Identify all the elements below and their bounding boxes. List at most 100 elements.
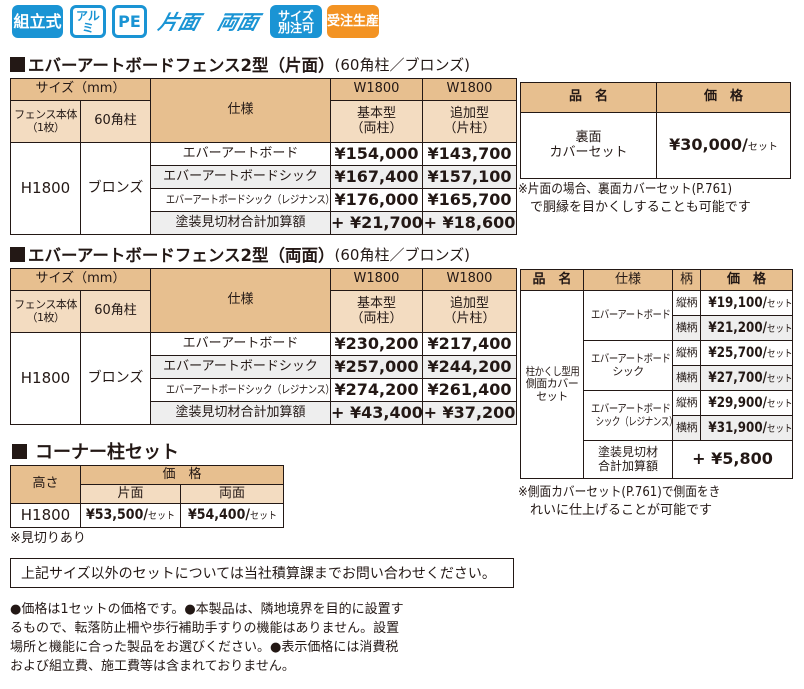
text: 追加型 [449, 105, 489, 121]
spec-header: 仕様 [150, 268, 331, 333]
table-row: H1800 ブロンズ エバーアートボード ¥230,200 ¥217,400 [10, 332, 517, 425]
unit: セット [766, 348, 793, 360]
price-header: 価 格 [700, 269, 793, 291]
spec-cell: エバーアートボードシック [583, 340, 673, 391]
text: 柱かくし型用 [525, 364, 580, 378]
text: セット [536, 389, 568, 403]
text: ¥29,900/ [708, 394, 767, 411]
pattern-header: 柄 [672, 269, 701, 291]
text: シック（レジナンス） [595, 414, 678, 428]
price-cell: ¥244,200 [422, 355, 517, 379]
spec-cell: エバーアートボードシック [150, 355, 331, 379]
price-cell: ¥54,400/セット [179, 503, 285, 528]
unit: セット [766, 423, 793, 435]
price-cell: ¥274,200 [330, 378, 423, 402]
unit: セット [249, 511, 277, 523]
corner-title: コーナー柱セット [12, 438, 179, 464]
text: 側面カバー [525, 377, 579, 391]
price-cell: + ¥18,600 [422, 211, 517, 235]
unit: セット [766, 398, 793, 410]
title-text: エバーアートボードフェンス2型（片面） [28, 56, 335, 75]
color-cell: ブロンズ [80, 332, 151, 425]
text: ¥25,700/ [708, 344, 767, 361]
post-header: 60角柱 [80, 290, 151, 333]
text: ¥27,700/ [708, 369, 767, 386]
text: 塗装見切材 [597, 444, 658, 459]
text: カバーセット [549, 144, 628, 160]
price-cell: ¥257,000 [330, 355, 423, 379]
price-cell: + ¥43,400 [330, 401, 423, 425]
text: れいに仕上げることが可能です [530, 503, 713, 518]
price-cell: ¥176,000 [330, 188, 423, 212]
type-basic-header: 基本型 （両柱） [330, 100, 423, 143]
badge-label: 組立式 [13, 11, 62, 31]
price-cell: ¥27,700/セット [700, 365, 793, 391]
table-row: エバーアートボードシック ¥257,000 ¥244,200 [10, 355, 517, 379]
spec-header: 仕様 [150, 78, 331, 143]
square-bullet-icon [10, 246, 25, 262]
badge-label: PE [118, 11, 141, 31]
pattern-cell: 横柄 [672, 365, 701, 391]
price-cell: ¥53,500/セット [80, 503, 181, 528]
badge-aluminum: アルミ [70, 5, 106, 38]
name-header: 品 名 [520, 269, 584, 291]
body-header: フェンス本体 （1枚） [10, 100, 81, 143]
text: エバーアートボード [591, 401, 671, 415]
price-cell: ¥31,900/セット [700, 415, 793, 441]
size-header: サイズ（mm） [10, 268, 151, 291]
badge-label: 受注生産 [327, 14, 380, 29]
badge-assembly: 組立式 [12, 5, 63, 38]
price-cell: ¥154,000 [330, 142, 423, 166]
table-row: エバーアートボード シック 縦柄 ¥25,700/セット [521, 340, 793, 391]
price-cell: ¥21,200/セット [700, 315, 793, 341]
side-cover-table: 品 名仕様柄価 格 柱かくし型用 側面カバー セット エバーアートボード 縦柄 ¥19,1… [520, 269, 793, 479]
text: ¥53,500/ [85, 507, 148, 524]
pattern-cell: 縦柄 [672, 290, 701, 316]
type-basic-header: 基本型 （両柱） [330, 290, 423, 333]
type-add-header: 追加型 （片柱） [422, 290, 517, 333]
badge-label: 両面 [214, 9, 262, 34]
footer-line: 場所と機能に合った製品をお選びください。●表示価格には消費税 [10, 640, 399, 655]
spec-cell: エバーアートボードシック（レジナンス） [150, 378, 335, 402]
section2-title: エバーアートボードフェンス2型（両面） (60角柱／ブロンズ) [10, 242, 470, 266]
height-header: 高さ [10, 465, 81, 504]
badge-custom-size: サイズ 別注可 [270, 5, 322, 38]
spec-cell: エバーアートボードシック（レジナンス） [583, 390, 678, 441]
unit: セット [766, 298, 793, 310]
price-cell: ¥230,200 [330, 332, 423, 356]
post-header: 60角柱 [80, 100, 151, 143]
text: フェンス本体 [14, 107, 77, 121]
badge-label: 別注可 [277, 20, 314, 35]
footer-line: および組立費、施工費等は含まれておりません。 [10, 659, 295, 674]
name-header: 品 名 [520, 82, 657, 113]
text: エバーアートボードシック（レジナンス） [165, 382, 335, 396]
body-header: フェンス本体 （1枚） [10, 290, 81, 333]
table-row: エバーアートボードシック（レジナンス） ¥274,200 ¥261,400 [11, 378, 517, 402]
width-header: W1800 [422, 78, 517, 101]
text: エバーアートボード [591, 308, 671, 322]
spec-cell: 塗装見切材合計加算額 [150, 401, 331, 425]
price-cell: ¥30,000/セット [656, 112, 791, 179]
price-cell: ¥217,400 [422, 332, 517, 356]
height-cell: H1800 [10, 142, 81, 235]
pattern-cell: 横柄 [672, 315, 701, 341]
height-cell: H1800 [10, 503, 81, 528]
spec-cell: エバーアートボード [150, 142, 331, 166]
badge-both-sides: 両面 [211, 5, 265, 38]
price-cell: ¥143,700 [422, 142, 517, 166]
text: 合計加算額 [597, 458, 658, 473]
table-row: H1800 ブロンズ エバーアートボード ¥154,000 ¥143,700 [10, 142, 517, 235]
section1-title: エバーアートボードフェンス2型（片面） (60角柱／ブロンズ) [10, 52, 470, 76]
type-add-header: 追加型 （片柱） [422, 100, 517, 143]
section2-note: ※側面カバーセット(P.761)で側面をき れいに仕上げることが可能です [518, 484, 743, 520]
text: ¥21,200/ [708, 319, 767, 336]
text: ¥54,400/ [187, 507, 250, 524]
table-row: エバーアートボードシック（レジナンス） ¥176,000 ¥165,700 [11, 188, 517, 212]
text: 裏面 [575, 129, 602, 145]
spec-header: 仕様 [583, 269, 673, 291]
text: 基本型 [356, 295, 396, 311]
spec-cell: エバーアートボードシック（レジナンス） [150, 188, 335, 212]
badge-label: サイズ [278, 8, 314, 23]
corner-note: ※見切りあり [10, 531, 86, 546]
text: ¥30,000/ [669, 135, 748, 155]
